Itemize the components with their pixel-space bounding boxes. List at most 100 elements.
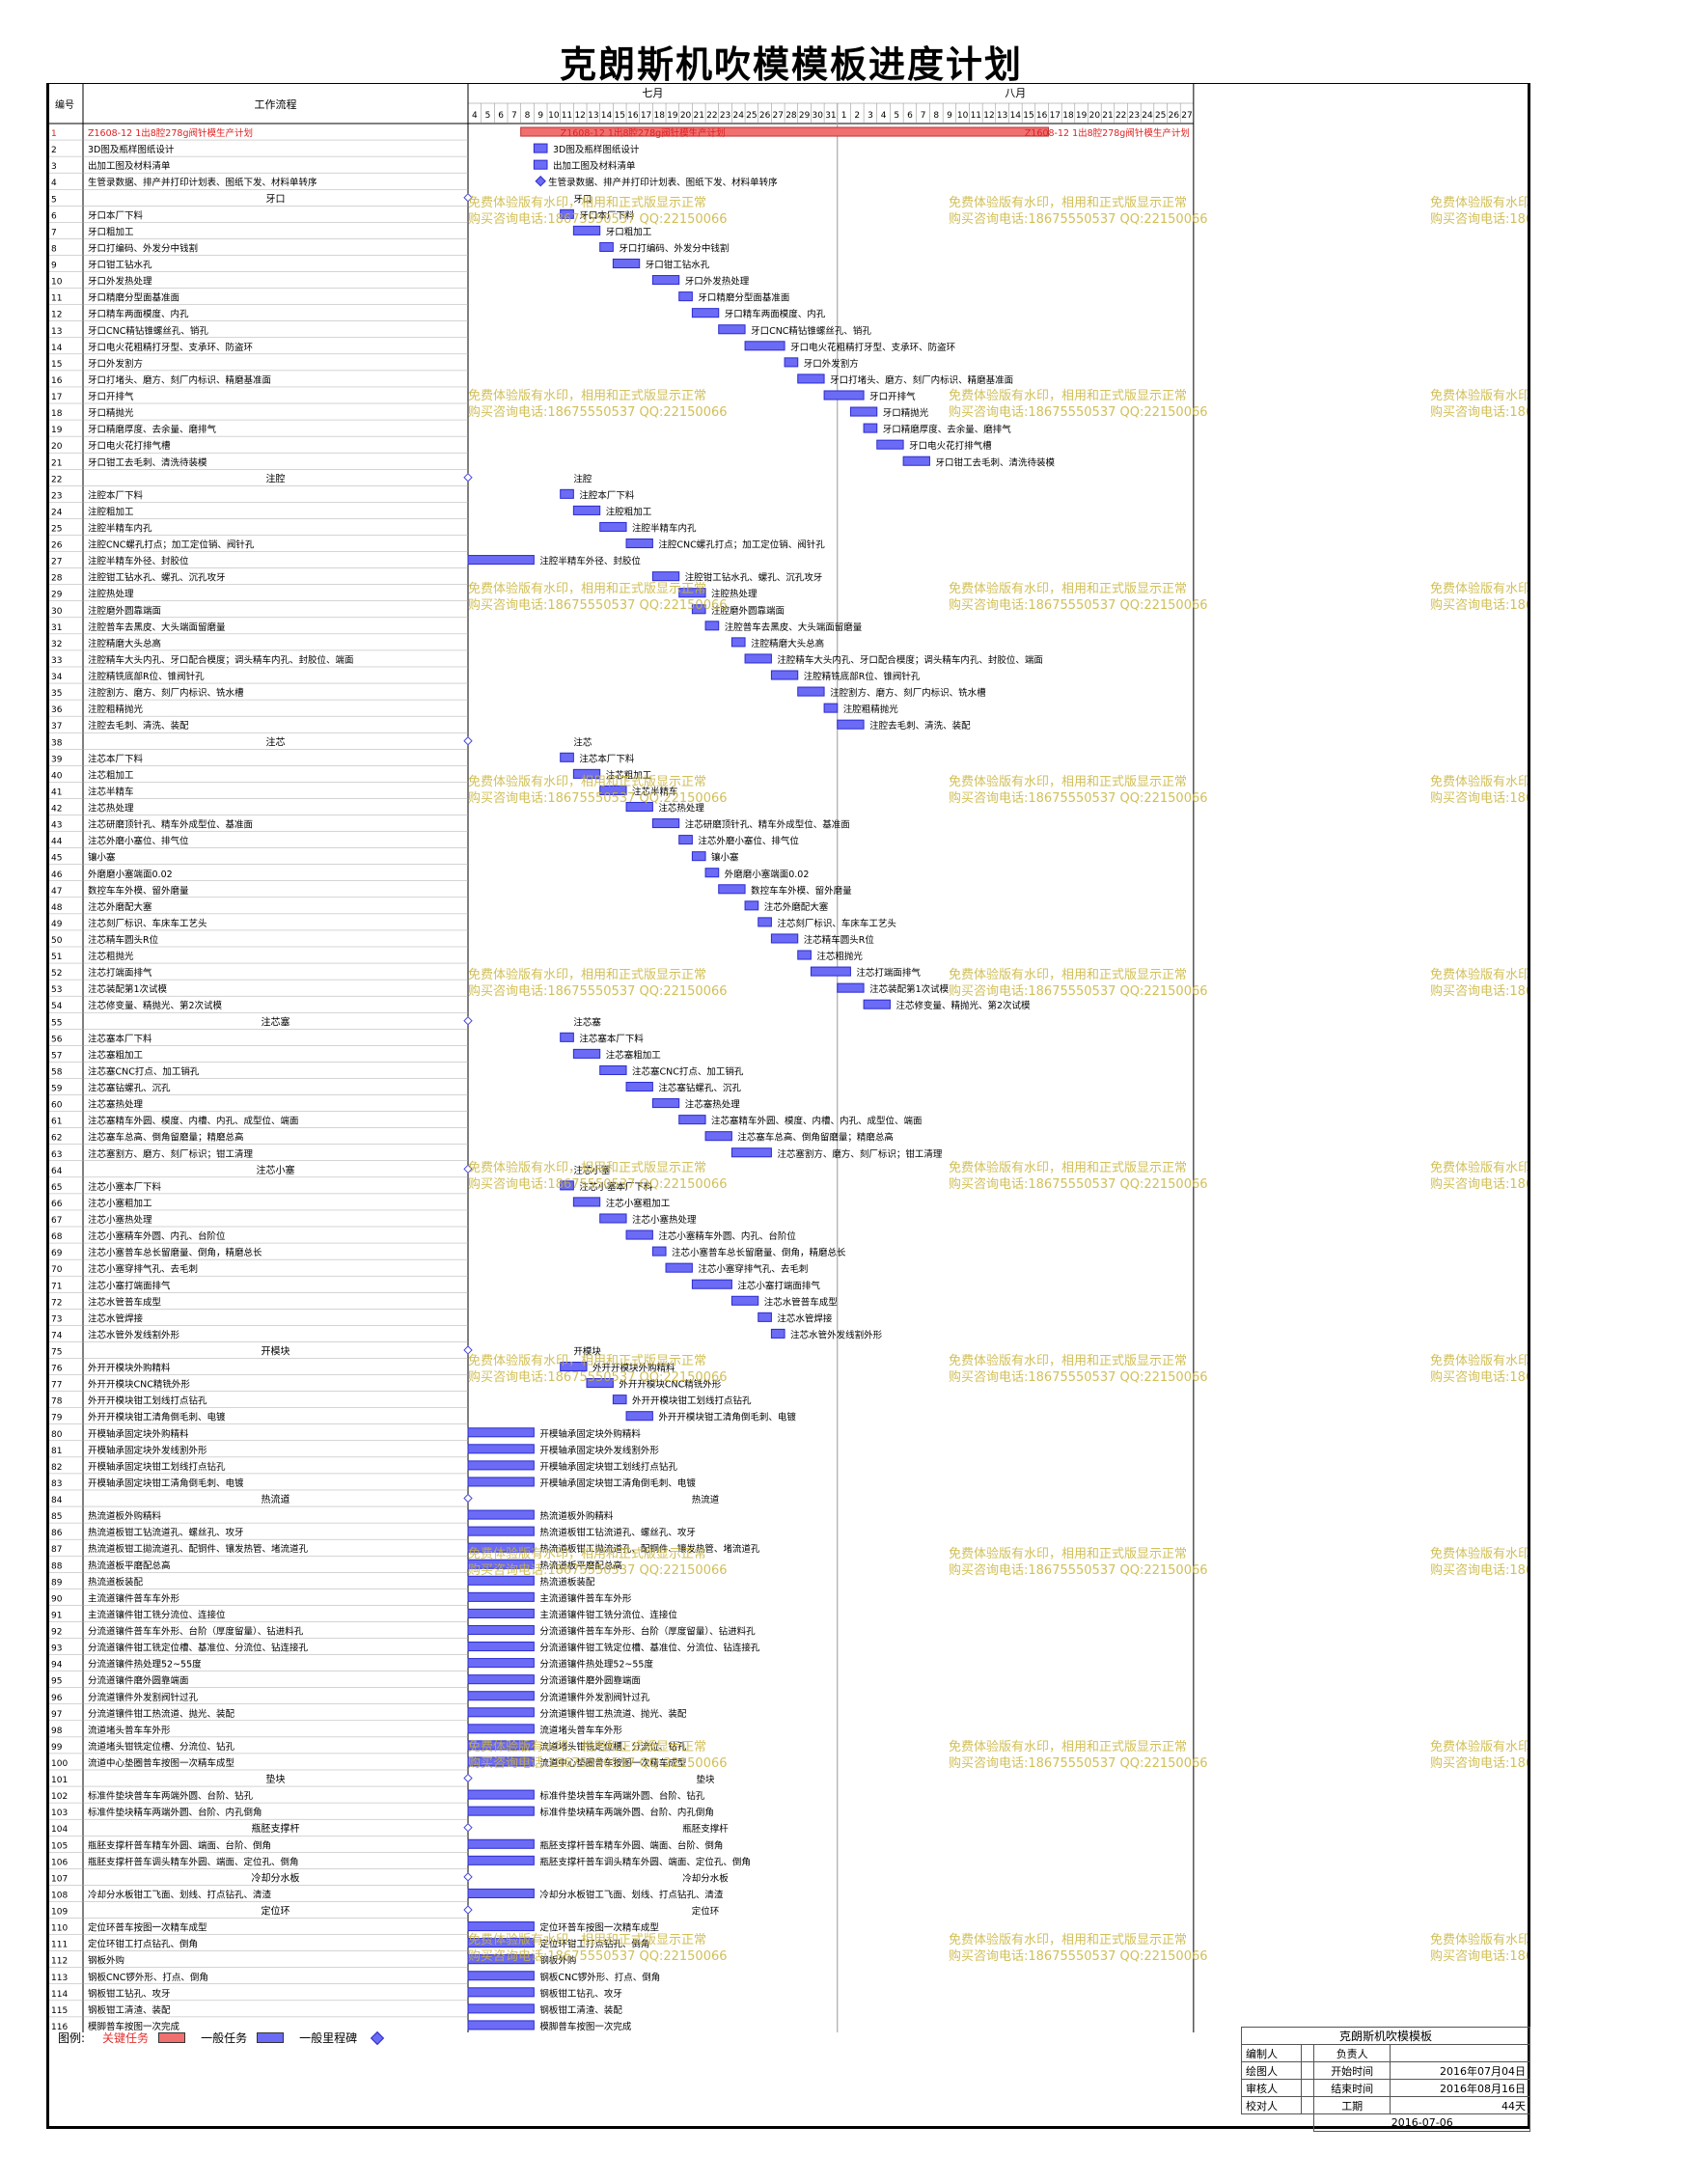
group-marker <box>463 1872 473 1882</box>
row-task-name: 注腔CNC螺孔打点；加工定位销、阀针孔 <box>88 539 255 551</box>
watermark-line1: 免费体验版有水印，相用和正式版显示正常 <box>949 581 1187 596</box>
group-label: 垫块 <box>697 1774 716 1785</box>
bar-label-left: Z1608-12 1出8腔278g阀针模生产计划 <box>561 127 726 139</box>
row-task-name: 热流道板平磨配总高 <box>88 1560 171 1571</box>
bar-label: 注芯精车圆头R位 <box>804 934 875 946</box>
row-id: 56 <box>51 1035 63 1044</box>
task-bar <box>467 1477 535 1487</box>
watermark-line1: 免费体验版有水印，相用和正式版显示正常 <box>1430 388 1530 403</box>
task-bar <box>625 1411 653 1422</box>
task-bar <box>651 1246 667 1257</box>
legend: 图例: 关键任务 一般任务 一般里程碑 <box>58 2030 385 2046</box>
watermark-line2: 购买咨询电话:18675550537 QQ:22150066 <box>1430 1176 1530 1192</box>
row-task-name: 定位环钳工打点钻孔、倒角 <box>88 1939 198 1950</box>
row-task-name: 注芯塞 <box>262 1015 290 1028</box>
row-id: 43 <box>51 821 62 831</box>
bar-label: 流道堵头钳铣定位槽、分流位、钻孔 <box>539 1741 687 1753</box>
row-id: 10 <box>51 278 63 288</box>
bar-label: 注腔割方、磨方、刻厂内标识、铣水槽 <box>830 687 986 699</box>
task-bar <box>467 2020 535 2030</box>
watermark-line2: 购买咨询电话:18675550537 QQ:22150066 <box>1430 983 1530 999</box>
watermark-line1: 免费体验版有水印，相用和正式版显示正常 <box>949 1160 1187 1175</box>
row-task-name: 注芯粗加工 <box>88 769 134 781</box>
tb-duration-label: 工期 <box>1313 2096 1391 2114</box>
bar-label: 注腔磨外圆靠端面 <box>711 605 785 617</box>
row-task-name: 注腔本厂下料 <box>88 489 144 501</box>
bar-label: 注腔半精车外径、封胶位 <box>539 556 641 567</box>
row-task-name: 牙口外发热处理 <box>88 276 152 288</box>
bar-label: 注芯研磨顶针孔、精车外成型位、基准面 <box>685 819 850 831</box>
bar-label: 牙口外发热处理 <box>685 276 750 288</box>
row-id: 6 <box>51 211 57 221</box>
day-tick-label: 29 <box>799 111 811 121</box>
row-task-name: 分流道镶件热处理52~55度 <box>88 1659 202 1671</box>
row-id: 51 <box>51 953 62 962</box>
row-task-name: 注腔粗加工 <box>88 506 134 517</box>
day-tick-label: 21 <box>693 111 703 121</box>
row-id: 82 <box>51 1463 62 1473</box>
row-id: 34 <box>51 673 63 682</box>
task-bar <box>612 258 641 269</box>
group-marker <box>463 1016 473 1026</box>
bar-label: 瓶胚支撑杆普车调头精车外圆、端面、定位孔、倒角 <box>539 1856 751 1867</box>
row-id: 15 <box>51 360 62 370</box>
row-task-name: 注芯小塞穿排气孔、去毛刺 <box>88 1263 198 1275</box>
task-bar <box>744 900 759 911</box>
bar-label: 注芯小塞粗加工 <box>606 1198 671 1209</box>
day-tick-label: 13 <box>997 111 1007 121</box>
watermark-line2: 购买咨询电话:18675550537 QQ:22150066 <box>1430 1948 1530 1964</box>
watermark-line1: 免费体验版有水印，相用和正式版显示正常 <box>468 1739 706 1754</box>
task-bar <box>823 703 839 713</box>
task-bar <box>467 1674 535 1685</box>
row-task-name: 定位环 <box>262 1905 290 1918</box>
bar-label: 注芯塞割方、磨方、刻厂标识；钳工清理 <box>777 1148 943 1160</box>
row-task-name: 注腔半精车内孔 <box>88 523 152 535</box>
row-task-name: 外开开模块钳工划线打点钻孔 <box>88 1395 207 1407</box>
row-id: 38 <box>51 738 63 748</box>
day-tick-label: 23 <box>720 111 730 121</box>
bar-label: 主流道镶件普车车外形 <box>539 1592 632 1604</box>
watermark-line2: 购买咨询电话:18675550537 QQ:22150066 <box>468 597 728 613</box>
bar-label: 外开开模块钳工划线打点钻孔 <box>632 1395 752 1407</box>
row-id: 65 <box>51 1183 62 1193</box>
row-id: 16 <box>51 376 63 386</box>
task-bar <box>665 1262 693 1273</box>
row-task-name: 牙口电火花粗精打牙型、支承环、防盗环 <box>88 342 253 353</box>
watermark-line2: 购买咨询电话:18675550537 QQ:22150066 <box>1430 597 1530 613</box>
row-task-name: 热流道板钳工拋流道孔、配铜件、镶发热管、堵流道孔 <box>88 1543 309 1555</box>
row-task-name: 牙口CNC精钻锥螺丝孔、销孔 <box>88 325 208 337</box>
row-task-name: 注芯精车圆头R位 <box>88 934 159 946</box>
task-bar <box>572 225 601 235</box>
group-marker <box>463 1905 473 1915</box>
row-task-name: 镶小塞 <box>88 852 116 864</box>
bar-label: 外开开模块CNC精铣外形 <box>619 1379 721 1391</box>
day-tick-label: 24 <box>1142 111 1153 121</box>
task-bar <box>586 1378 614 1389</box>
bar-label: 外开开模块钳工清角倒毛刺、电镀 <box>658 1412 796 1423</box>
day-tick-label: 12 <box>983 111 994 121</box>
bar-label: 注腔去毛刺、清洗、装配 <box>869 720 971 732</box>
row-id: 81 <box>51 1447 62 1456</box>
task-bar <box>467 1642 535 1652</box>
task-bar <box>837 982 865 993</box>
row-task-name: 注芯小塞热处理 <box>88 1214 152 1226</box>
watermark-line1: 免费体验版有水印，相用和正式版显示正常 <box>1430 1160 1530 1175</box>
row-task-name: 牙口精磨分型面基准面 <box>88 292 179 304</box>
task-bar <box>704 868 720 878</box>
row-task-name: 注芯水管外发线割外形 <box>88 1329 180 1340</box>
row-task-name: 钢板CNC锣外形、打点、倒角 <box>88 1972 208 1983</box>
row-task-name: 标准件垫块普车车两端外圆、台阶、钻孔 <box>88 1790 254 1802</box>
row-id: 110 <box>51 1924 68 1934</box>
row-id: 54 <box>51 1002 63 1011</box>
row-id: 24 <box>51 508 63 517</box>
watermark-line1: 免费体验版有水印，相用和正式版显示正常 <box>949 1546 1187 1561</box>
watermark-line1: 免费体验版有水印，相用和正式版显示正常 <box>949 388 1187 403</box>
critical-task-bar <box>520 126 1049 137</box>
task-bar <box>770 1328 785 1339</box>
row-task-name: 热流道板装配 <box>88 1576 144 1588</box>
task-bar <box>849 406 878 417</box>
watermark-line2: 购买咨询电话:18675550537 QQ:22150066 <box>949 1948 1208 1964</box>
tb-reviewer: 审核人 <box>1240 2079 1303 2097</box>
task-bar <box>678 291 693 302</box>
